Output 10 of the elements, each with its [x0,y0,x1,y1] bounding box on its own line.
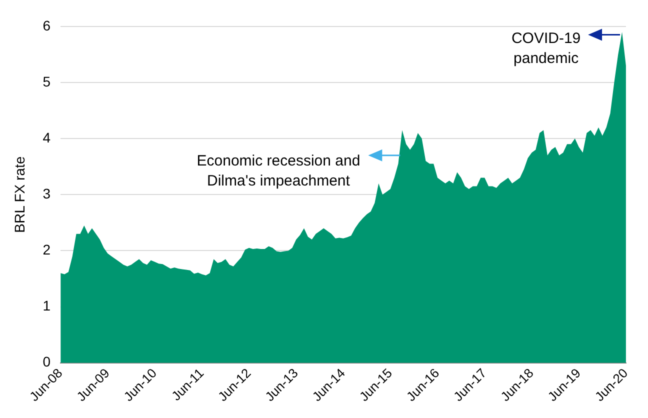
y-tick-label: 1 [42,298,51,314]
annotation: COVID-19 pandemic [511,30,581,67]
y-tick-label: 3 [42,185,51,202]
y-axis-title: BRL FX rate [11,156,28,233]
y-tick-label: 2 [42,242,51,258]
y-tick-label: 5 [42,73,51,90]
y-tick-label: 0 [42,354,51,370]
y-tick-label: 6 [42,17,51,34]
annotation: Economic recession and Dilma's impeachment [196,152,360,190]
y-tick-label: 4 [42,129,51,146]
